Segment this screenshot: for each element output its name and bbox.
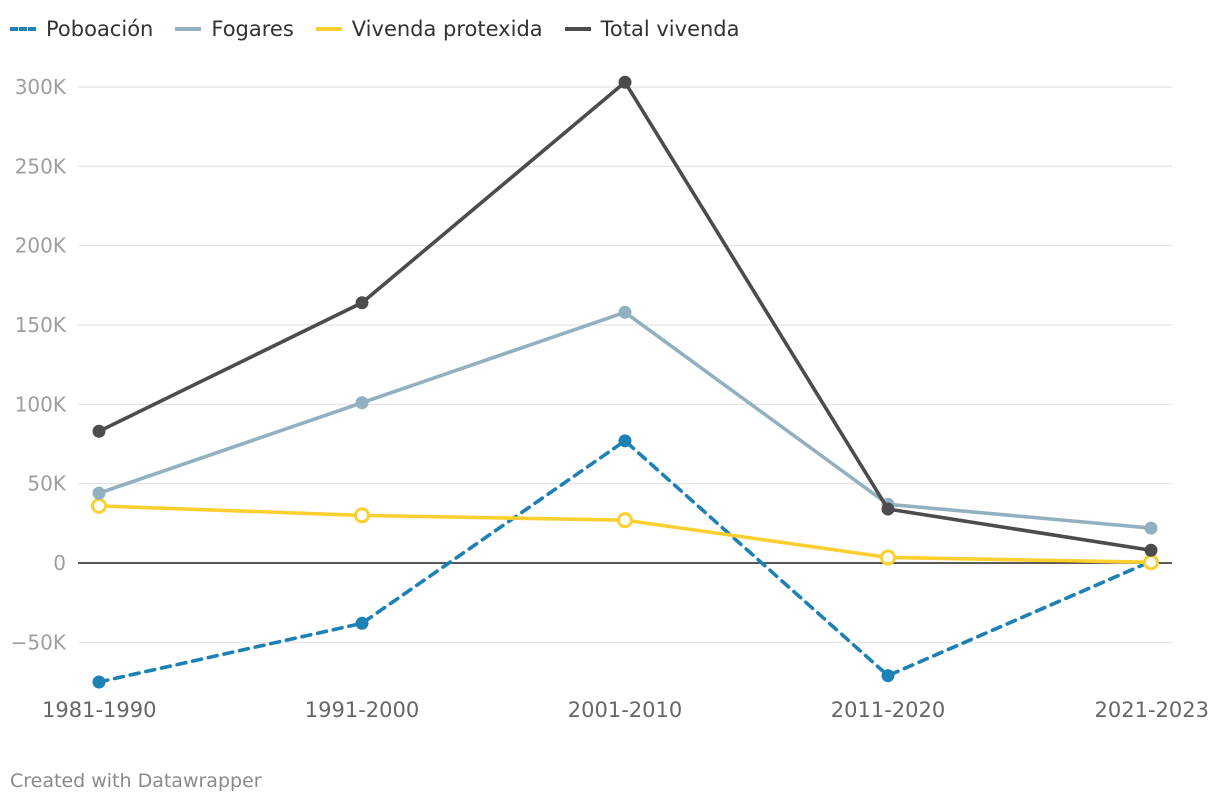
- legend-swatch: [315, 27, 342, 31]
- data-point: [92, 424, 106, 438]
- legend-item: Vivenda protexida: [315, 17, 543, 41]
- chart-legend: Poboación Fogares Vivenda protexida Total v…: [10, 12, 740, 46]
- data-point: [355, 616, 369, 630]
- data-point: [355, 296, 369, 310]
- y-tick-label: 250K: [15, 154, 67, 178]
- y-tick-label: −50K: [11, 630, 67, 654]
- y-tick-label: 200K: [15, 234, 67, 258]
- data-point: [355, 396, 369, 410]
- y-tick-label: 0: [53, 551, 66, 575]
- legend-label: Vivenda protexida: [351, 17, 543, 41]
- legend-swatch: [175, 27, 202, 31]
- data-point: [881, 502, 895, 516]
- legend-label: Fogares: [211, 17, 294, 41]
- x-tick-label: 2001-2010: [568, 698, 682, 722]
- credit-text: Created with Datawrapper: [10, 770, 262, 792]
- data-point: [1144, 521, 1158, 535]
- y-axis-ticks: −50K 0 50K 100K 150K 200K 250K 300K: [11, 75, 67, 654]
- series-line: [97, 310, 1153, 530]
- data-point: [618, 75, 632, 89]
- x-tick-label: 1981-1990: [42, 698, 156, 722]
- legend-item: Fogares: [175, 17, 294, 41]
- y-tick-label: 150K: [15, 313, 67, 337]
- x-tick-label: 2021-2023: [1095, 698, 1209, 722]
- grid-lines: [78, 86, 1172, 643]
- data-point: [92, 675, 106, 689]
- y-tick-label: 100K: [15, 392, 67, 416]
- legend-label: Poboación: [46, 17, 154, 41]
- legend-item: Total vivenda: [564, 17, 740, 41]
- y-tick-label: 300K: [15, 75, 67, 99]
- y-tick-label: 50K: [27, 472, 66, 496]
- series-1: [92, 305, 1158, 535]
- series-2: [91, 497, 1159, 571]
- data-point: [354, 507, 370, 524]
- x-axis-ticks: 1981-1990 1991-2000 2001-2010 2011-2020 2021…: [42, 698, 1209, 722]
- series-layer: [91, 75, 1159, 689]
- data-point: [91, 497, 107, 514]
- legend-swatch: [564, 27, 591, 31]
- data-point: [881, 669, 895, 683]
- data-point: [92, 486, 106, 500]
- x-tick-label: 1991-2000: [305, 698, 419, 722]
- x-tick-label: 2011-2020: [831, 698, 945, 722]
- series-0: [92, 434, 1158, 689]
- data-point: [618, 305, 632, 319]
- data-point: [1144, 543, 1158, 557]
- data-point: [617, 512, 633, 529]
- legend-swatch: [10, 27, 36, 31]
- legend-label: Total vivenda: [600, 17, 740, 41]
- data-point: [618, 434, 632, 448]
- series-3: [92, 75, 1158, 557]
- series-line: [97, 439, 1153, 684]
- data-point: [880, 549, 896, 566]
- data-point: [1143, 554, 1159, 571]
- legend-item: Poboación: [10, 17, 153, 41]
